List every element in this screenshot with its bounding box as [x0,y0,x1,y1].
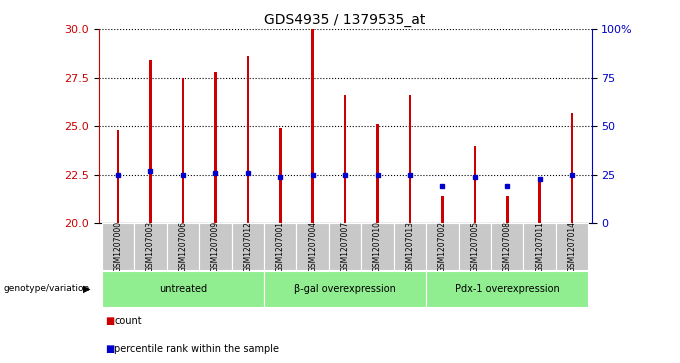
Text: GSM1207014: GSM1207014 [568,221,577,272]
Bar [264,223,296,270]
Bar [506,196,509,223]
Bar [539,183,541,223]
Bar [117,130,120,223]
Bar [296,223,329,270]
Bar [426,271,588,307]
Bar [246,56,249,223]
Bar [279,128,282,223]
Bar [102,271,264,307]
Bar [491,223,524,270]
Bar [426,223,458,270]
Bar [376,124,379,223]
Bar [134,223,167,270]
Bar [458,223,491,270]
Bar [524,223,556,270]
Bar [361,223,394,270]
Bar [344,95,346,223]
Text: ■: ■ [105,316,115,326]
Text: untreated: untreated [159,284,207,294]
Bar [311,29,314,223]
Bar [199,223,232,270]
Bar [329,223,361,270]
Text: genotype/variation: genotype/variation [3,284,90,293]
Bar [441,196,444,223]
Bar [214,72,217,223]
Bar [473,146,476,223]
Text: GSM1207010: GSM1207010 [373,221,382,272]
Bar [149,60,152,223]
Text: ■: ■ [105,344,115,354]
Bar [556,223,588,270]
Title: GDS4935 / 1379535_at: GDS4935 / 1379535_at [265,13,426,26]
Text: ▶: ▶ [83,284,91,294]
Text: GSM1207011: GSM1207011 [535,221,544,272]
Bar [571,113,573,223]
Text: GSM1207007: GSM1207007 [341,221,350,272]
Text: β-gal overexpression: β-gal overexpression [294,284,396,294]
Bar [264,271,426,307]
Text: GSM1207009: GSM1207009 [211,221,220,272]
Bar [182,78,184,223]
Text: count: count [114,316,142,326]
Text: GSM1207008: GSM1207008 [503,221,512,272]
Text: Pdx-1 overexpression: Pdx-1 overexpression [455,284,560,294]
Text: percentile rank within the sample: percentile rank within the sample [114,344,279,354]
Text: GSM1207012: GSM1207012 [243,221,252,272]
Bar [167,223,199,270]
Text: GSM1207000: GSM1207000 [114,221,122,272]
Bar [232,223,264,270]
Text: GSM1207004: GSM1207004 [308,221,317,272]
Text: GSM1207005: GSM1207005 [471,221,479,272]
Text: GSM1207002: GSM1207002 [438,221,447,272]
Text: GSM1207001: GSM1207001 [275,221,285,272]
Bar [102,223,134,270]
Text: GSM1207013: GSM1207013 [405,221,415,272]
Text: GSM1207003: GSM1207003 [146,221,155,272]
Text: GSM1207006: GSM1207006 [178,221,188,272]
Bar [409,95,411,223]
Bar [394,223,426,270]
